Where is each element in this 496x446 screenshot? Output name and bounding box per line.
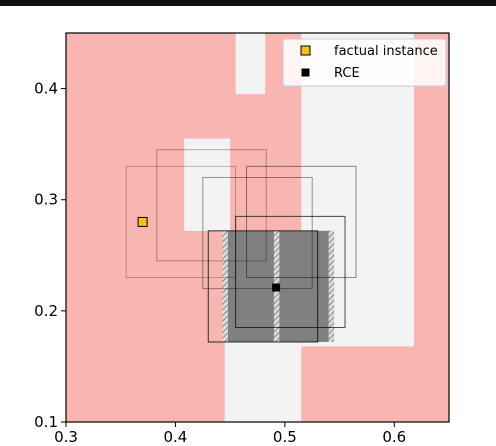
rce-point bbox=[272, 283, 281, 292]
top-border-bar bbox=[0, 0, 496, 6]
light-region bbox=[184, 138, 231, 231]
plot-frame bbox=[65, 32, 450, 423]
y-axis: 0.1 0.2 0.3 0.4 bbox=[34, 80, 66, 431]
y-tick-label: 0.2 bbox=[34, 302, 58, 320]
x-axis: 0.3 0.4 0.5 0.6 bbox=[54, 422, 406, 446]
points bbox=[137, 216, 281, 292]
candidate-box bbox=[202, 176, 313, 290]
y-tick-label: 0.4 bbox=[34, 80, 58, 98]
x-tick-label: 0.5 bbox=[273, 428, 297, 446]
candidate-boxes bbox=[125, 149, 357, 343]
candidate-box bbox=[207, 230, 319, 343]
legend-rce-label: RCE bbox=[334, 66, 360, 81]
y-tick-label: 0.3 bbox=[34, 191, 58, 209]
legend-box bbox=[282, 38, 447, 87]
x-tick-label: 0.4 bbox=[163, 428, 187, 446]
light-region bbox=[235, 33, 266, 95]
legend-rce-marker bbox=[301, 68, 310, 77]
legend: factual instance RCE bbox=[282, 38, 447, 87]
candidate-box bbox=[246, 165, 357, 279]
y-tick-label: 0.1 bbox=[34, 413, 58, 431]
x-tick-label: 0.6 bbox=[382, 428, 406, 446]
legend-factual-marker bbox=[300, 45, 311, 56]
factual-instance-point bbox=[137, 216, 148, 227]
candidate-box bbox=[235, 215, 346, 329]
x-tick-label: 0.3 bbox=[54, 428, 78, 446]
hatched-strip bbox=[222, 230, 228, 342]
legend-factual-label: factual instance bbox=[334, 44, 438, 59]
hatched-strip bbox=[328, 230, 335, 342]
candidate-box bbox=[156, 149, 267, 262]
